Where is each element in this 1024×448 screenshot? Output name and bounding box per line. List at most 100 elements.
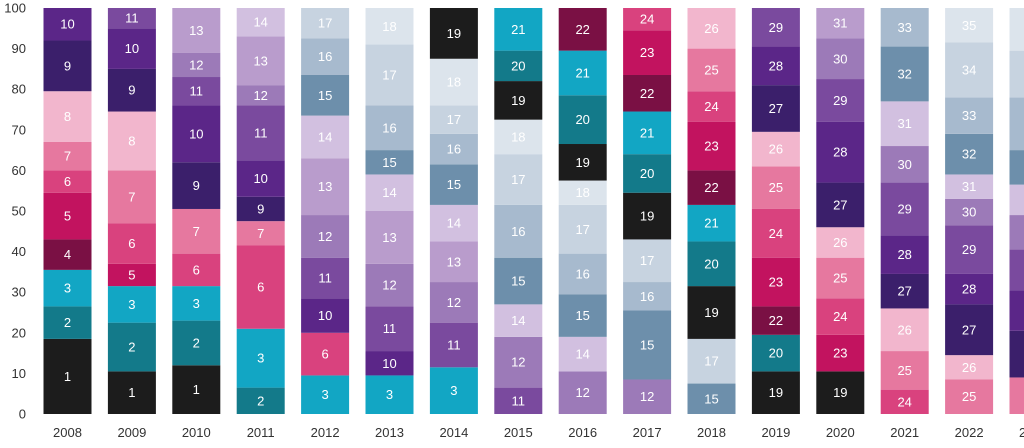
bar-segment [236, 85, 285, 106]
segment-label: 2 [257, 393, 264, 408]
bar-segment [172, 208, 221, 254]
bar-segment [301, 257, 350, 299]
segment-label: 11 [512, 393, 526, 408]
bar-stack-2023: 25272829303132333435 [1009, 8, 1024, 414]
segment-label: 7 [128, 189, 135, 204]
y-tick-label: 90 [12, 41, 26, 56]
y-tick-label: 40 [12, 244, 26, 259]
bar-segment [107, 286, 156, 323]
bar-segment [880, 235, 929, 274]
segment-label: 15 [575, 308, 589, 323]
segment-label: 2 [64, 315, 71, 330]
bar-segment [945, 198, 994, 226]
segment-label: 13 [189, 23, 203, 38]
segment-label: 10 [189, 126, 203, 141]
bar-segment [236, 387, 285, 414]
bar-segment [816, 257, 865, 299]
segment-label: 9 [257, 201, 264, 216]
bar-segment [751, 166, 800, 209]
bar-segment [494, 50, 543, 82]
x-tick-label: 2020 [826, 425, 855, 440]
bar-segment [558, 253, 607, 295]
segment-label: 16 [382, 120, 396, 135]
bar-segment [558, 50, 607, 96]
segment-label: 3 [257, 351, 264, 366]
segment-label: 31 [962, 179, 976, 194]
bar-segment [1009, 97, 1024, 151]
segment-label: 11 [383, 321, 397, 336]
segment-label: 28 [833, 145, 847, 160]
bar-segment [687, 8, 736, 49]
segment-label: 14 [447, 216, 461, 231]
segment-label: 20 [575, 112, 589, 127]
segment-label: 11 [318, 270, 332, 285]
segment-label: 5 [64, 209, 71, 224]
bar-segment [558, 294, 607, 337]
bar-segment [623, 379, 672, 414]
bar-stack-2021: 24 25 26 27 28 29 30 31 32 33 [880, 8, 929, 414]
segment-label: 20 [769, 346, 783, 361]
bar-segment [1009, 290, 1024, 331]
bar-segment [687, 241, 736, 287]
segment-label: 23 [769, 275, 783, 290]
segment-label: 21 [640, 125, 654, 140]
bar-segment [43, 306, 92, 339]
bar-segment [880, 273, 929, 309]
segment-label: 33 [962, 108, 976, 123]
bar-segment [751, 208, 800, 258]
x-tick-label: 2012 [311, 425, 340, 440]
bar-segment [236, 105, 285, 161]
bar-segment [172, 105, 221, 163]
x-tick-label: 2016 [568, 425, 597, 440]
bar-segment [1009, 330, 1024, 378]
bar-segment [945, 355, 994, 380]
bar-segment [301, 8, 350, 39]
bar-segment [365, 351, 414, 376]
bar-segment [43, 269, 92, 307]
segment-label: 3 [128, 297, 135, 312]
bar-segment [107, 68, 156, 112]
segment-label: 12 [189, 57, 203, 72]
segment-label: 9 [64, 58, 71, 73]
segment-label: 22 [704, 180, 718, 195]
segment-label: 13 [318, 179, 332, 194]
bar-segment [880, 46, 929, 102]
bar-stack-2016: 12 14 15 16 17 18 19 20 21 22 [558, 8, 607, 414]
bar-segment [623, 8, 672, 31]
segment-label: 22 [769, 313, 783, 328]
segment-label: 34 [962, 62, 976, 77]
segment-label: 15 [704, 391, 718, 406]
segment-label: 3 [321, 387, 328, 402]
bar-segment [1009, 8, 1024, 51]
bar-segment [494, 304, 543, 337]
y-axis: 0 10 20 30 40 50 60 70 80 90 100 [4, 1, 26, 422]
x-tick-label: 2008 [53, 425, 82, 440]
bar-stack-2015: 11 12 14 15 16 17 18 19 20 21 [494, 8, 543, 414]
segment-label: 10 [60, 17, 74, 32]
bar-segment [880, 8, 929, 47]
segment-label: 7 [193, 224, 200, 239]
bar-segment [494, 204, 543, 258]
bar-segment [365, 150, 414, 175]
segment-label: 32 [962, 147, 976, 162]
segment-label: 11 [447, 337, 461, 352]
bar-segment [301, 158, 350, 216]
segment-label: 26 [897, 322, 911, 337]
x-tick-label: 2022 [955, 425, 984, 440]
bar-segment [172, 77, 221, 106]
bar-segment [172, 286, 221, 321]
segment-label: 14 [575, 347, 589, 362]
segment-label: 20 [511, 58, 525, 73]
segment-label: 19 [833, 385, 847, 400]
segment-label: 20 [640, 166, 654, 181]
bar-stack-2011: 2 3 6 7 9 10 11 12 13 14 [236, 8, 285, 414]
bar-segment [1009, 184, 1024, 216]
segment-label: 25 [897, 363, 911, 378]
bar-segment [429, 105, 478, 134]
segment-label: 24 [833, 309, 847, 324]
bar-segment [880, 146, 929, 183]
segment-label: 15 [511, 274, 525, 289]
bar-segment [43, 8, 92, 41]
